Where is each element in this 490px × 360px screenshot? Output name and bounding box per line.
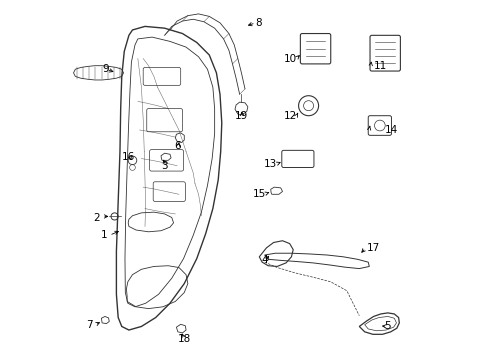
Text: 18: 18	[178, 334, 191, 344]
Text: 3: 3	[161, 161, 168, 171]
Text: 12: 12	[284, 111, 297, 121]
Text: 1: 1	[101, 230, 107, 240]
Text: 13: 13	[264, 159, 277, 169]
Text: 14: 14	[384, 125, 397, 135]
Text: 10: 10	[284, 54, 297, 64]
Text: 8: 8	[256, 18, 262, 28]
Text: 16: 16	[122, 152, 136, 162]
Text: 5: 5	[385, 321, 391, 332]
Text: 6: 6	[174, 141, 180, 151]
Text: 19: 19	[235, 111, 248, 121]
Text: 9: 9	[102, 64, 109, 74]
Text: 4: 4	[261, 255, 268, 265]
Text: 17: 17	[367, 243, 380, 253]
Text: 7: 7	[87, 320, 93, 330]
Text: 2: 2	[94, 212, 100, 222]
Text: 11: 11	[373, 61, 387, 71]
Text: 15: 15	[253, 189, 267, 199]
